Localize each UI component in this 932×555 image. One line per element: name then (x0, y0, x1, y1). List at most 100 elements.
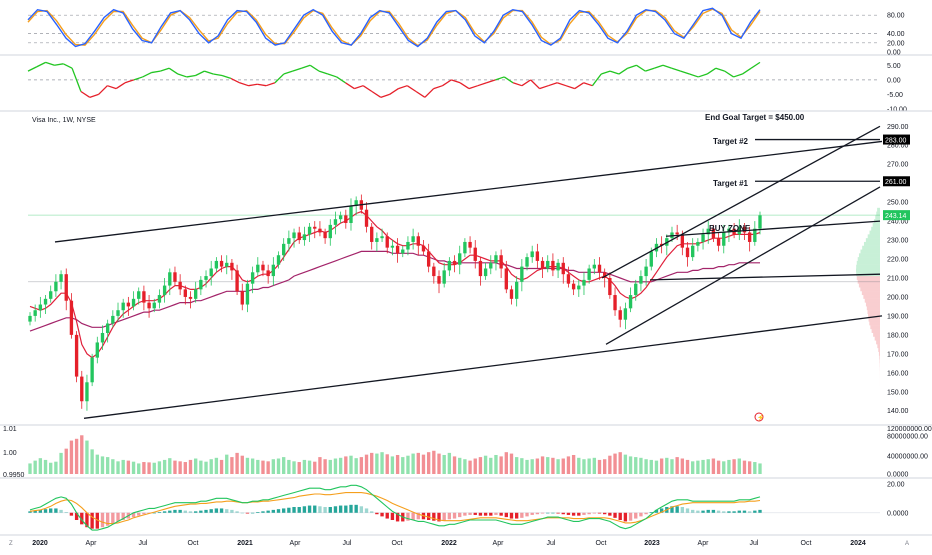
volume-profile-bar (875, 337, 880, 341)
candle-body (235, 270, 238, 291)
volume-profile-bar (867, 310, 880, 314)
volume-bar (619, 452, 622, 474)
macd-histogram-bar (707, 510, 710, 513)
volume-bar (344, 456, 347, 474)
macd-histogram-bar (44, 509, 47, 513)
candle-body (204, 276, 207, 280)
macd-histogram-bar (562, 513, 565, 514)
volume-bar (70, 441, 73, 474)
volume-bar (624, 455, 627, 474)
candle-body (417, 236, 420, 245)
volume-bar (634, 457, 637, 474)
macd-histogram-bar (624, 513, 627, 522)
macd-histogram-bar (644, 513, 647, 514)
volume-bar (277, 459, 280, 474)
candle-body (34, 310, 37, 316)
volume-bar (44, 460, 47, 474)
macd-histogram-bar (59, 510, 62, 513)
candle-body (541, 261, 544, 269)
volume-bar (546, 457, 549, 474)
volume-profile-bar (868, 234, 880, 238)
candle-body (686, 248, 689, 257)
macd-histogram-bar (515, 513, 518, 519)
macd-histogram-bar (753, 511, 756, 513)
volume-left-tick-label: 1.00 (3, 450, 17, 457)
volume-bar (738, 459, 741, 474)
volume-bar (54, 462, 57, 474)
macd-histogram-bar (298, 507, 301, 513)
osc-tick-label: -10.00 (887, 107, 907, 114)
candle-body (546, 261, 549, 269)
candle-body (189, 297, 192, 299)
candle-body (365, 210, 368, 227)
candle-body (370, 227, 373, 242)
volume-bar (655, 461, 658, 474)
volume-bar (334, 459, 337, 474)
volume-bar (241, 456, 244, 474)
timezone-icon[interactable]: Z (9, 541, 13, 547)
macd-histogram-bar (225, 509, 228, 513)
macd-histogram-bar (158, 512, 161, 513)
volume-profile-bar (856, 265, 880, 269)
auto-scale-icon[interactable]: A (905, 541, 909, 547)
time-axis-label: Jul (343, 540, 352, 547)
candle-body (54, 282, 57, 291)
macd-histogram-bar (696, 511, 699, 513)
volume-bar (629, 456, 632, 474)
macd-histogram-bar (163, 511, 166, 512)
macd-histogram-bar (375, 513, 378, 514)
candle-body (691, 246, 694, 257)
candle-body (696, 242, 699, 246)
volume-bar (318, 457, 321, 474)
volume-bar (298, 462, 301, 474)
target1-annotation: Target #1 (713, 179, 749, 188)
price-tick-label: 230.00 (887, 238, 909, 245)
candle-body (375, 238, 378, 242)
volume-profile-bar (869, 322, 880, 326)
volume-bar (427, 452, 430, 474)
volume-bar (531, 459, 534, 474)
time-axis-label: Jul (750, 540, 759, 547)
macd-histogram-bar (70, 513, 73, 516)
macd-histogram-bar (292, 507, 295, 513)
volume-bar (696, 461, 699, 474)
candle-body (101, 333, 104, 342)
volume-bar (90, 449, 93, 474)
volume-bar (199, 461, 202, 474)
macd-histogram-bar (510, 513, 513, 519)
volume-bar (551, 458, 554, 474)
volume-bar (753, 462, 756, 474)
candle-body (675, 232, 678, 234)
symbol-title: Visa Inc., 1W, NYSE (32, 117, 96, 124)
volume-profile-bar (873, 333, 880, 337)
volume-bar (329, 460, 332, 474)
volume-bar (34, 461, 37, 474)
volume-bar (582, 459, 585, 474)
volume-bar (598, 460, 601, 474)
candle-body (531, 251, 534, 257)
volume-bar (479, 457, 482, 474)
volume-bar (386, 454, 389, 474)
volume-bar (463, 459, 466, 474)
macd-histogram-bar (339, 506, 342, 513)
macd-histogram-bar (572, 513, 575, 516)
candle-body (463, 242, 466, 253)
volume-bar (396, 455, 399, 474)
volume-bar (505, 452, 508, 474)
candle-body (567, 274, 570, 283)
volume-bar (701, 460, 704, 474)
macd-histogram-bar (90, 513, 93, 529)
candle-body (650, 251, 653, 266)
price-tick-label: 180.00 (887, 332, 909, 339)
candle-body (624, 308, 627, 319)
macd-histogram-bar (251, 513, 254, 514)
macd-histogram-bar (349, 505, 352, 513)
volume-bar (163, 460, 166, 474)
candle-body (758, 215, 761, 228)
macd-histogram-bar (738, 511, 741, 513)
volume-bar (639, 458, 642, 474)
volume-bar (261, 461, 264, 474)
candle-body (562, 263, 565, 274)
candle-body (396, 246, 399, 254)
